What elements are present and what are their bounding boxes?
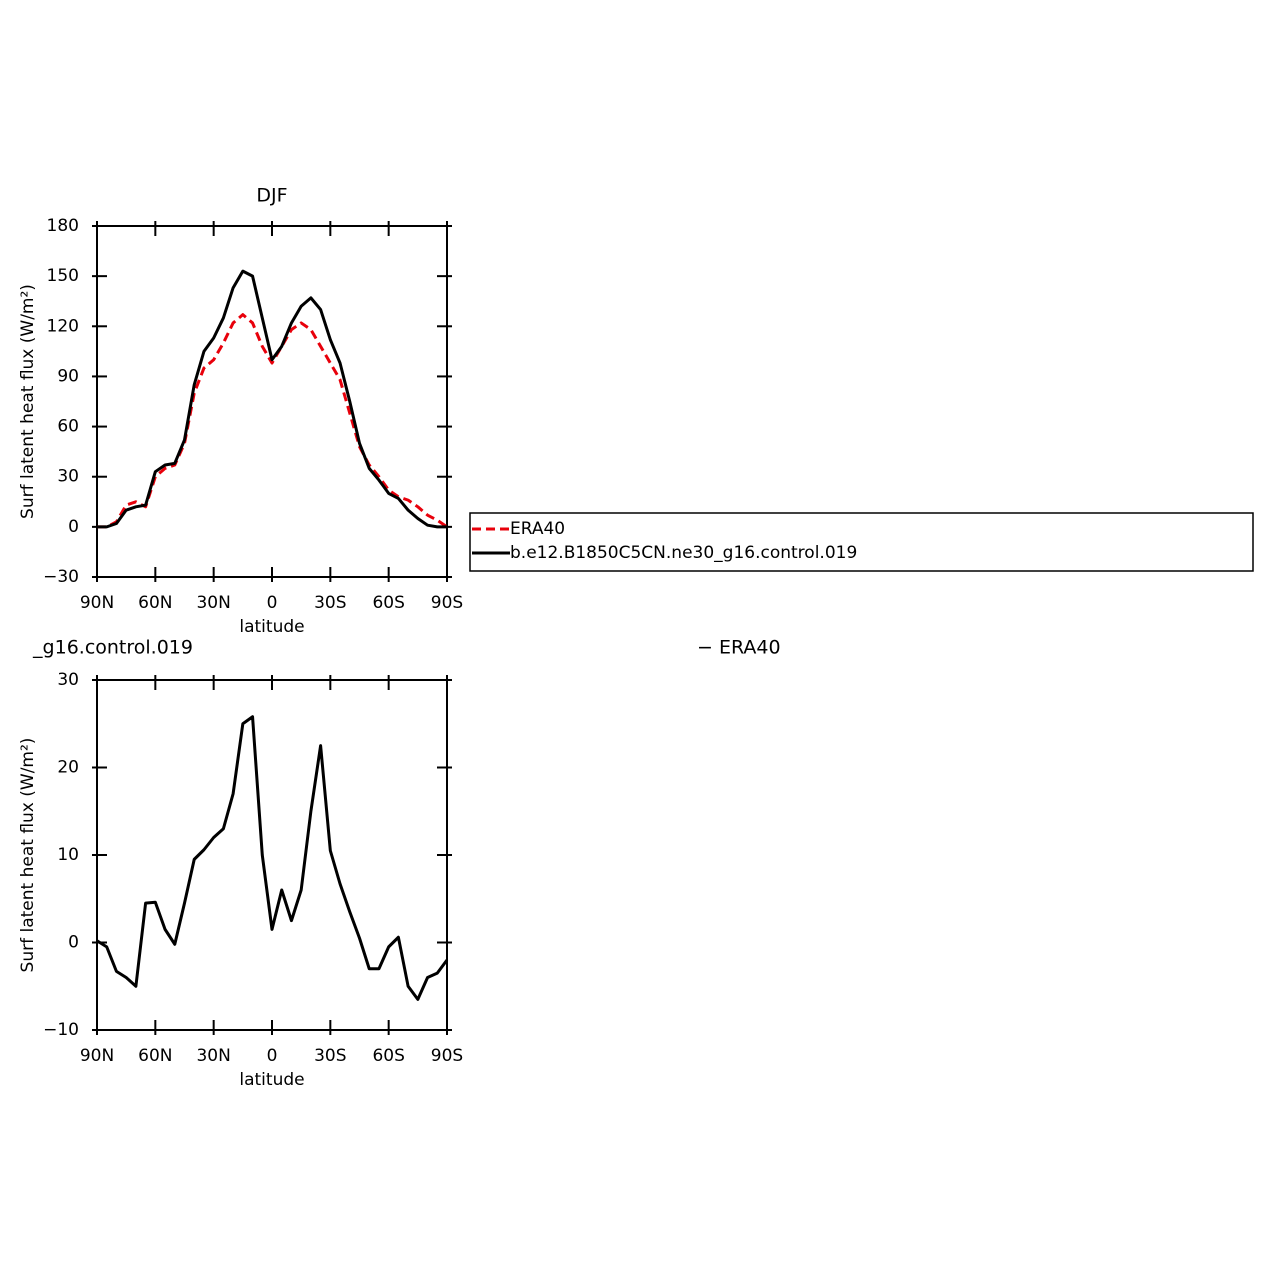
plot-frame bbox=[96, 679, 448, 1031]
y-tick-label: 150 bbox=[47, 266, 79, 286]
plot-frame bbox=[96, 225, 448, 578]
y-tick-label: 0 bbox=[68, 933, 79, 953]
legend-label: b.e12.B1850C5CN.ne30_g16.control.019 bbox=[510, 543, 857, 563]
x-tick-label: 90S bbox=[431, 1046, 463, 1066]
x-tick-label: 60N bbox=[138, 593, 172, 613]
data-line bbox=[96, 715, 449, 1001]
y-tick-label: 30 bbox=[57, 670, 79, 690]
x-tick-label: 90N bbox=[80, 593, 114, 613]
legend-box bbox=[469, 512, 1254, 572]
chart-title: DJF bbox=[256, 185, 287, 207]
x-tick-label: 30N bbox=[196, 1046, 230, 1066]
x-tick-label: 0 bbox=[267, 1046, 278, 1066]
x-tick-label: 90N bbox=[80, 1046, 114, 1066]
x-axis-label: latitude bbox=[239, 617, 304, 637]
y-tick-label: 180 bbox=[47, 216, 79, 236]
chart-title: − ERA40 bbox=[697, 637, 781, 659]
y-axis-label: Surf latent heat flux (W/m²) bbox=[18, 738, 38, 973]
y-tick-label: 10 bbox=[57, 845, 79, 865]
y-tick-label: 120 bbox=[47, 316, 79, 336]
x-tick-label: 60S bbox=[372, 593, 404, 613]
x-tick-label: 90S bbox=[431, 593, 463, 613]
y-tick-label: 90 bbox=[57, 366, 79, 386]
data-line bbox=[97, 269, 447, 529]
y-tick-label: −10 bbox=[43, 1020, 79, 1040]
y-tick-label: 30 bbox=[57, 467, 79, 487]
y-tick-label: 0 bbox=[68, 517, 79, 537]
y-tick-label: 60 bbox=[57, 417, 79, 437]
x-tick-label: 60N bbox=[138, 1046, 172, 1066]
chart-title: _g16.control.019 bbox=[32, 637, 193, 659]
x-axis-label: latitude bbox=[239, 1070, 304, 1090]
x-tick-label: 0 bbox=[267, 593, 278, 613]
y-tick-label: −30 bbox=[43, 567, 79, 587]
x-tick-label: 30N bbox=[196, 593, 230, 613]
x-tick-label: 60S bbox=[372, 1046, 404, 1066]
y-tick-label: 20 bbox=[57, 758, 79, 778]
y-axis-label: Surf latent heat flux (W/m²) bbox=[18, 284, 38, 519]
legend-label: ERA40 bbox=[510, 519, 565, 539]
x-tick-label: 30S bbox=[314, 593, 346, 613]
x-tick-label: 30S bbox=[314, 1046, 346, 1066]
